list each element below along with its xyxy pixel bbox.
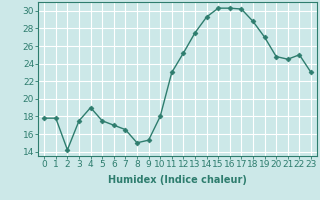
X-axis label: Humidex (Indice chaleur): Humidex (Indice chaleur) [108,175,247,185]
